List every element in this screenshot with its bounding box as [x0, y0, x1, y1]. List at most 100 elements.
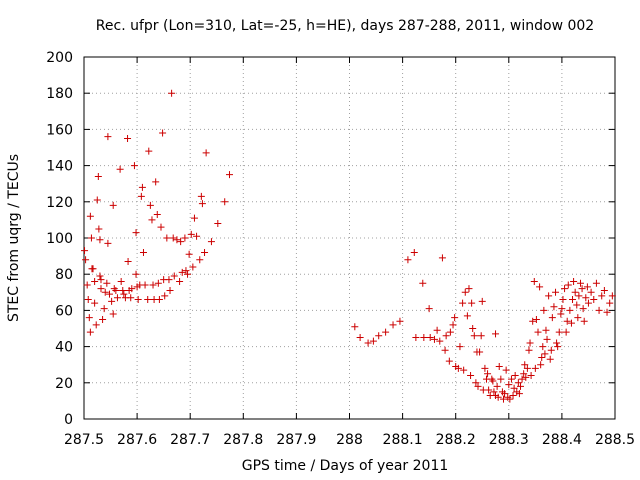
- data-point: [197, 192, 205, 200]
- data-point: [592, 279, 600, 287]
- data-point: [165, 276, 173, 284]
- data-point: [104, 239, 112, 247]
- data-point: [152, 178, 160, 186]
- data-point: [138, 183, 146, 191]
- data-point: [451, 314, 459, 322]
- data-point: [559, 296, 567, 304]
- data-point: [97, 276, 105, 284]
- data-point: [117, 277, 125, 285]
- data-point: [97, 285, 105, 293]
- data-point: [499, 395, 507, 403]
- data-point: [477, 332, 485, 340]
- data-point: [561, 285, 569, 293]
- data-point: [514, 379, 522, 387]
- data-point: [182, 267, 190, 275]
- data-point: [84, 296, 92, 304]
- data-point: [537, 361, 545, 369]
- data-point: [100, 305, 108, 313]
- data-point: [580, 317, 588, 325]
- data-point: [478, 297, 486, 305]
- data-point: [557, 310, 565, 318]
- data-point: [382, 328, 390, 336]
- data-point: [526, 339, 534, 347]
- data-point: [132, 229, 140, 237]
- data-point: [566, 306, 574, 314]
- data-point: [94, 172, 102, 180]
- x-axis-label: GPS time / Days of year 2011: [242, 458, 449, 474]
- x-tick-label: 287.6: [117, 432, 157, 448]
- data-point: [96, 272, 104, 280]
- data-point: [465, 285, 473, 293]
- data-point: [159, 129, 167, 137]
- data-point: [525, 346, 533, 354]
- y-tick-label: 40: [55, 340, 73, 356]
- data-point: [538, 353, 546, 361]
- data-point: [201, 248, 209, 256]
- data-point: [571, 288, 579, 296]
- data-point: [99, 315, 107, 323]
- data-point: [468, 299, 476, 307]
- data-point: [92, 321, 100, 329]
- data-point: [463, 312, 471, 320]
- data-point: [472, 379, 480, 387]
- data-point: [124, 134, 132, 142]
- data-point: [104, 133, 112, 141]
- data-point: [85, 314, 93, 322]
- y-axis-label: STEC from uqrg / TECUs: [6, 154, 22, 322]
- data-point: [185, 250, 193, 258]
- y-tick-label: 20: [55, 376, 73, 392]
- x-tick-label: 288.5: [595, 432, 635, 448]
- y-tick-label: 140: [46, 159, 73, 175]
- data-point: [505, 381, 513, 389]
- data-point: [120, 290, 128, 298]
- data-point: [564, 281, 572, 289]
- data-point: [82, 256, 90, 264]
- data-point: [606, 299, 614, 307]
- data-point: [543, 335, 551, 343]
- x-tick-label: 287.8: [223, 432, 263, 448]
- data-point: [119, 286, 127, 294]
- data-point: [563, 317, 571, 325]
- data-point: [485, 386, 493, 394]
- data-point: [575, 292, 583, 300]
- data-point: [137, 192, 145, 200]
- data-point: [132, 270, 140, 278]
- data-point: [155, 296, 163, 304]
- data-point: [554, 343, 562, 351]
- data-point: [145, 147, 153, 155]
- data-point: [404, 256, 412, 264]
- data-point: [93, 196, 101, 204]
- y-tick-labels: 0 20 40 60 80 100 120 140 160 180 200: [46, 50, 73, 428]
- data-point: [527, 372, 535, 380]
- data-point: [552, 288, 560, 296]
- data-point: [103, 279, 111, 287]
- data-point: [567, 319, 575, 327]
- data-point: [109, 310, 117, 318]
- x-tick-label: 288.2: [436, 432, 476, 448]
- x-tick-label: 288.4: [542, 432, 582, 448]
- data-point: [369, 337, 377, 345]
- data-point: [426, 334, 434, 342]
- data-point: [96, 236, 104, 244]
- x-tick-labels: 287.5 287.6 287.7 287.8 287.9 288 288.1 288.2 28…: [64, 432, 635, 448]
- data-point: [124, 258, 132, 266]
- data-point: [529, 317, 537, 325]
- data-point: [497, 375, 505, 383]
- data-point: [134, 296, 142, 304]
- data-point: [547, 346, 555, 354]
- data-point: [608, 292, 616, 300]
- data-point: [456, 343, 464, 351]
- data-point: [91, 299, 99, 307]
- data-point: [446, 328, 454, 336]
- data-point: [518, 375, 526, 383]
- data-point: [149, 281, 157, 289]
- y-tick-label: 0: [64, 412, 73, 428]
- data-point: [548, 314, 556, 322]
- data-point: [523, 364, 531, 372]
- data-point: [600, 286, 608, 294]
- data-point: [412, 334, 420, 342]
- data-point: [87, 234, 95, 242]
- data-point: [168, 89, 176, 97]
- data-point: [578, 285, 586, 293]
- data-point: [454, 364, 462, 372]
